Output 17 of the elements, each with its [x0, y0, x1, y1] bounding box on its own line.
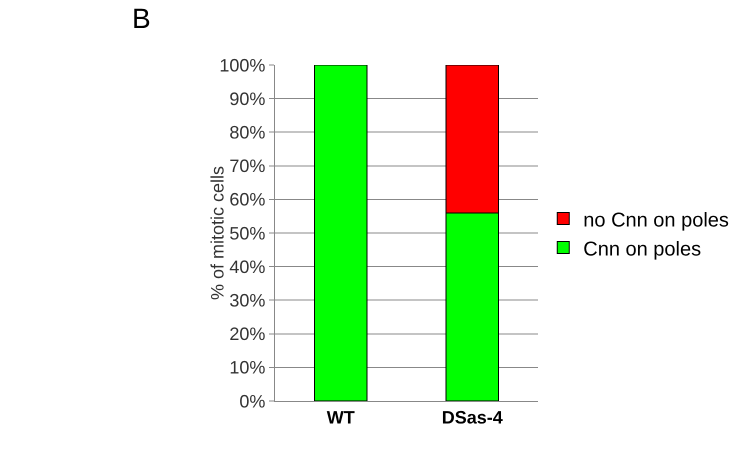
y-tick-label: 80%	[229, 122, 266, 142]
text: B	[132, 3, 151, 34]
y-tick-label: 0%	[239, 391, 266, 412]
y-tick-label: 20%	[229, 324, 266, 344]
x-tick-label: WT	[326, 408, 355, 428]
y-tick-label: 70%	[229, 156, 266, 176]
y-tick-label: 30%	[229, 290, 266, 310]
y-tick-label: 10%	[229, 358, 266, 378]
y-tick-label: 60%	[229, 190, 266, 210]
y-tick-label: 50%	[229, 223, 266, 244]
y-tick-label: 100%	[219, 55, 266, 76]
legend-label: Cnn on poles	[583, 238, 702, 260]
y-axis-title: % of mitotic cells	[207, 166, 228, 300]
y-tick-label: 40%	[229, 256, 266, 277]
legend-label: no Cnn on poles	[583, 209, 729, 232]
y-tick-label: 90%	[229, 88, 266, 109]
x-tick-label: DSas-4	[442, 408, 503, 428]
